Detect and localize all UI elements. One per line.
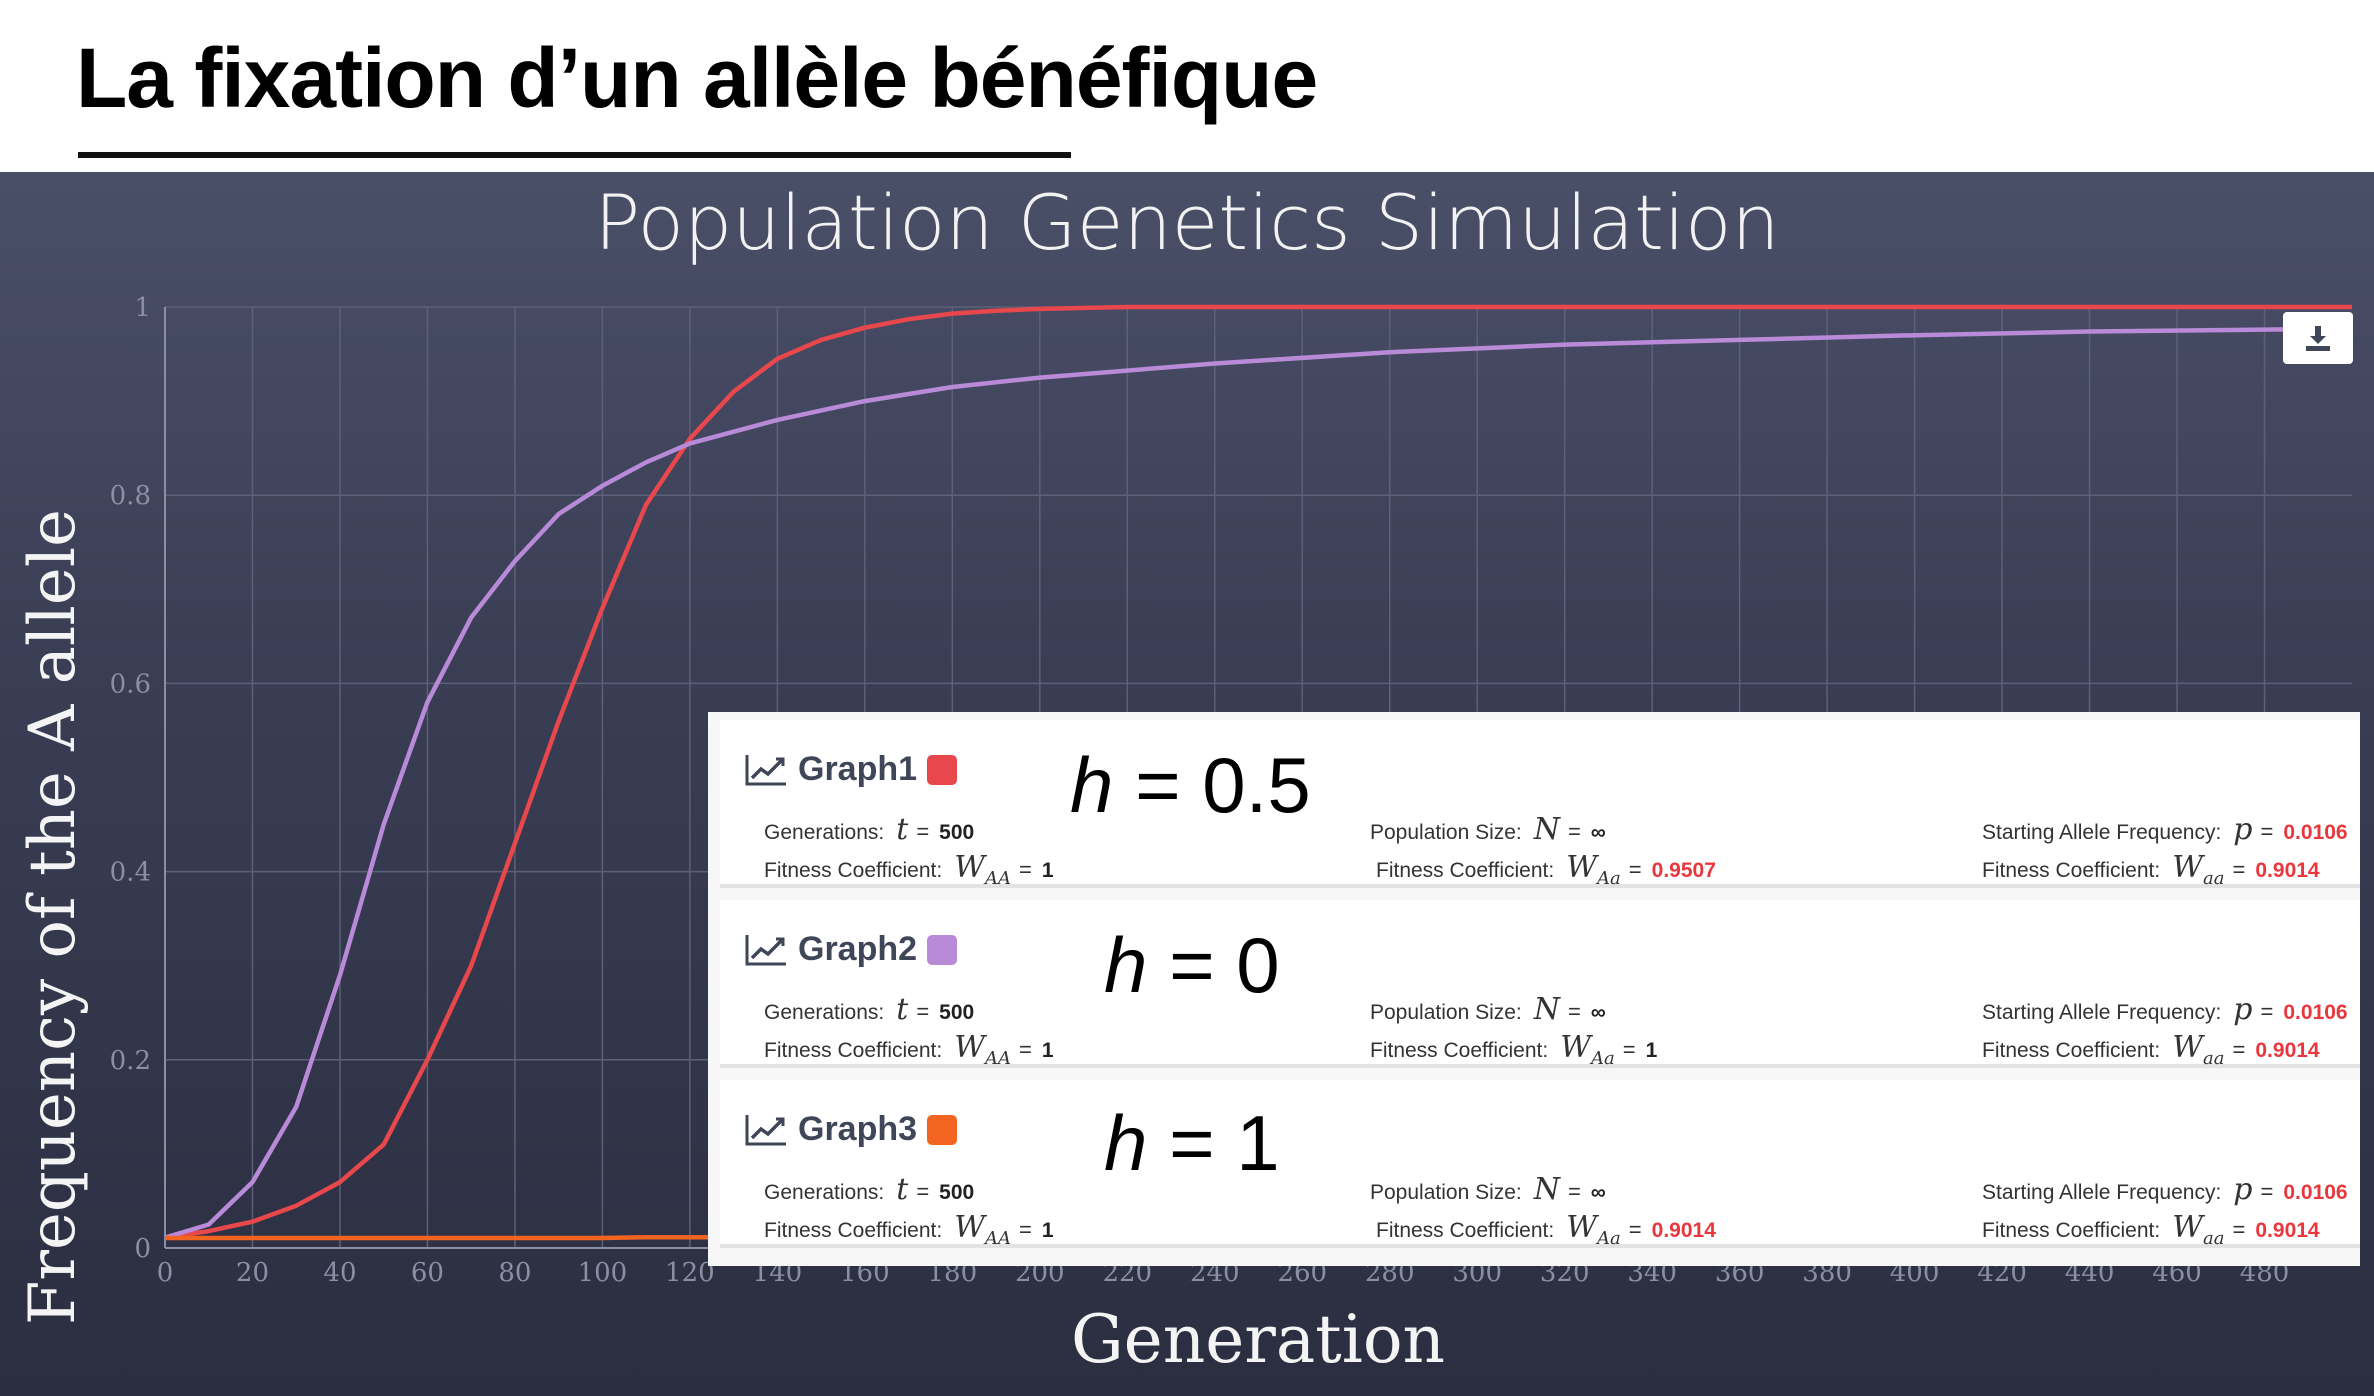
fitness-wAa-param: Fitness Coefficient: WAa = 0.9507 [1376,850,1716,889]
fitness-wAa-param: Fitness Coefficient: WAa = 1 [1370,1030,1658,1069]
line-chart-icon [745,934,786,965]
line-chart-icon [745,754,786,785]
starting-frequency-param: Starting Allele Frequency: p = 0.0106 [1982,812,2348,847]
graph-color-swatch[interactable] [927,754,958,785]
graph-name: Graph3 [798,1110,918,1148]
population-size-param: Population Size: N = ∞ [1370,812,1606,847]
fitness-wAa-param: Fitness Coefficient: WAa = 0.9014 [1376,1210,1716,1249]
y-tick-label: 0.8 [110,481,151,511]
series-line-graph2 [164,326,2353,1240]
x-tick-label: 40 [323,1258,356,1288]
generations-param: Generations: t = 500 [764,812,975,847]
x-tick-label: 60 [411,1258,444,1288]
x-axis-title: Generation [1071,1301,1445,1378]
series-line-graph1 [164,304,2352,1240]
card-header: Graph1 [744,750,958,789]
y-tick-label: 1 [134,293,151,323]
dominance-label: h = 0 [1104,921,1280,1009]
dominance-label: h = 0.5 [1070,741,1311,829]
population-size-param: Population Size: N = ∞ [1370,1172,1606,1207]
starting-frequency-param: Starting Allele Frequency: p = 0.0106 [1982,1172,2348,1207]
card-header: Graph2 [744,930,958,969]
fitness-waa-param: Fitness Coefficient: WAA = 1 [764,1210,1054,1249]
title-underline [78,152,1071,158]
dominance-label: h = 1 [1104,1099,1280,1187]
fitness-waa-param: Fitness Coefficient: WAA = 1 [764,1030,1054,1069]
population-size-param: Population Size: N = ∞ [1370,992,1606,1027]
y-axis-title: Frequency of the A allele [16,509,90,1325]
y-tick-label: 0 [134,1234,151,1264]
x-tick-label: 20 [236,1258,269,1288]
y-tick-label: 0.4 [110,858,151,888]
card-header: Graph3 [744,1110,958,1149]
legend-card-graph3[interactable]: Graph3 h = 1 Generations: t = 500 Populatio… [720,1080,2360,1249]
fitness-waa-param: Fitness Coefficient: WAA = 1 [764,850,1054,889]
starting-frequency-param: Starting Allele Frequency: p = 0.0106 [1982,992,2348,1027]
legend-panel: Graph1 h = 0.5 Generations: t = 500 Populat… [708,712,2360,1266]
simulation-title: Population Genetics Simulation [594,178,1780,267]
slide-title: La fixation d’un allèle bénéfique [76,31,1318,125]
simulation-panel: 0 20 40 60 80 100 120 140 160 180 200 220 240 260 280 3… [0,172,2374,1396]
y-tick-label: 0.2 [110,1046,151,1076]
generations-param: Generations: t = 500 [764,992,975,1027]
x-tick-label: 0 [157,1258,174,1288]
y-tick-label: 0.6 [110,669,151,699]
line-chart-icon [745,1114,786,1145]
fitness-waa-lower-param: Fitness Coefficient: Waa = 0.9014 [1982,1210,2320,1249]
graph-name: Graph2 [798,930,918,968]
generations-param: Generations: t = 500 [764,1172,975,1207]
x-tick-label: 100 [578,1258,628,1288]
graph-name: Graph1 [798,750,918,788]
legend-card-graph1[interactable]: Graph1 h = 0.5 Generations: t = 500 Populat… [720,720,2360,889]
download-button[interactable] [2283,312,2353,364]
graph-color-swatch[interactable] [927,1114,958,1145]
x-tick-label: 120 [665,1258,715,1288]
download-icon [2306,326,2330,351]
fitness-waa-lower-param: Fitness Coefficient: Waa = 0.9014 [1982,1030,2320,1069]
x-tick-label: 80 [498,1258,531,1288]
legend-card-graph2[interactable]: Graph2 h = 0 Generations: t = 500 Populatio… [720,900,2360,1069]
fitness-waa-lower-param: Fitness Coefficient: Waa = 0.9014 [1982,850,2320,889]
graph-color-swatch[interactable] [927,934,958,965]
